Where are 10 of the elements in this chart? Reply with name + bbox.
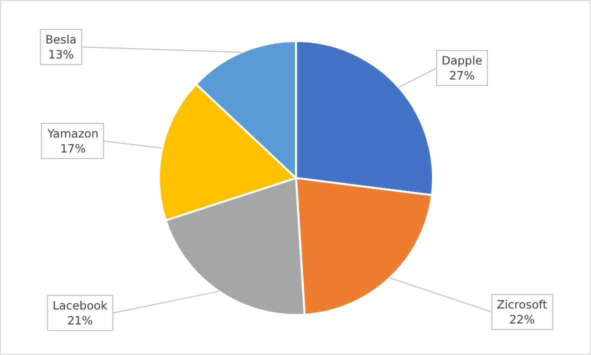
data-label: 22% [509, 312, 535, 326]
data-label: 17% [60, 142, 86, 156]
slice-label: Besla [45, 32, 77, 46]
data-label: 13% [48, 48, 74, 62]
slice-label: Dapple [442, 54, 482, 68]
slice-label: Yamazon [46, 126, 99, 140]
data-label: 21% [67, 314, 93, 328]
slice-label: Lacebook [52, 298, 108, 312]
slice-label: Zicrosoft [496, 298, 548, 312]
data-label: 27% [449, 68, 475, 82]
